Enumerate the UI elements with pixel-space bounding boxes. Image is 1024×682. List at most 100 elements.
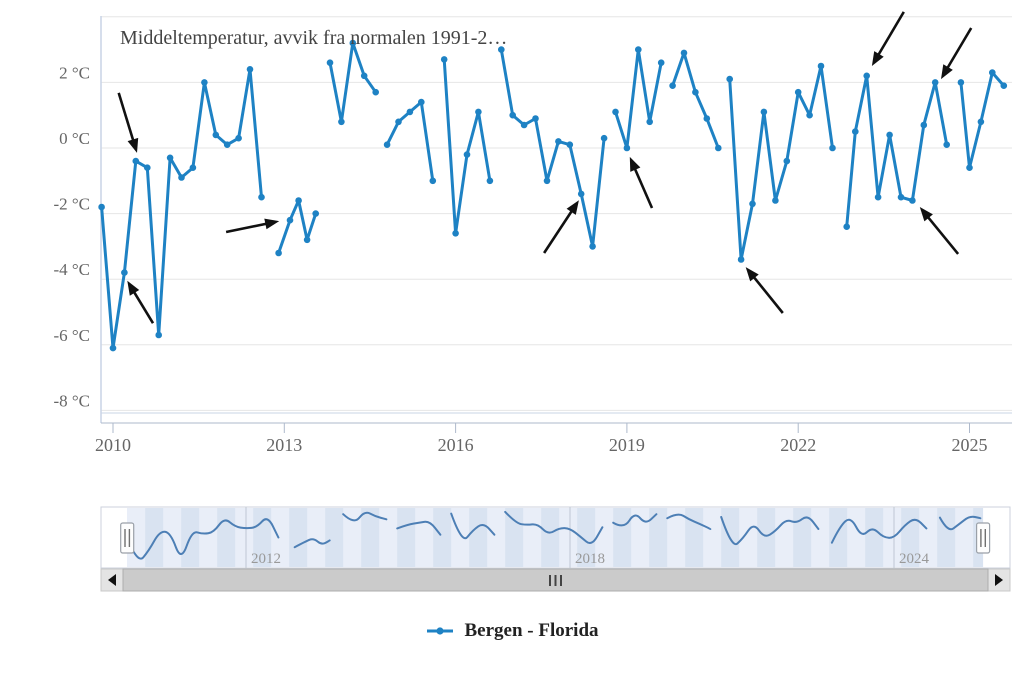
data-point-marker[interactable] [589,243,596,250]
data-point-marker[interactable] [657,59,665,66]
data-point-marker[interactable] [817,62,825,70]
data-point-marker[interactable] [897,193,905,201]
data-point-marker[interactable] [635,46,642,53]
data-point-marker[interactable] [520,121,528,129]
data-point-marker[interactable] [486,177,494,185]
data-point-marker[interactable] [132,157,140,165]
data-point-marker[interactable] [258,193,265,201]
data-point-marker[interactable] [977,118,985,126]
data-point-marker[interactable] [189,164,197,171]
data-point-marker[interactable] [109,344,117,352]
data-point-marker[interactable] [726,75,733,83]
data-point-marker[interactable] [806,111,813,119]
data-point-marker[interactable] [418,98,425,106]
data-point-marker[interactable] [600,134,608,142]
data-point-marker[interactable] [532,115,539,122]
data-point-marker[interactable] [852,128,859,135]
series-line[interactable] [728,64,834,261]
data-point-marker[interactable] [201,79,208,86]
data-point-marker[interactable] [121,269,128,276]
x-axis-label: 2010 [95,435,131,455]
navigator-series-line [450,512,496,540]
data-point-marker[interactable] [312,210,320,217]
navigator-stripe [739,508,758,567]
series-bergen-florida[interactable] [98,39,1008,352]
navigator-series-line [830,518,928,544]
data-point-marker[interactable] [943,141,950,148]
annotation-arrow-head [566,200,579,215]
data-point-marker[interactable] [235,134,242,142]
data-point-marker[interactable] [737,256,745,263]
series-line[interactable] [845,74,949,229]
data-point-marker[interactable] [623,144,631,152]
data-point-marker[interactable] [794,88,802,96]
data-point-marker[interactable] [166,154,174,162]
data-point-marker[interactable] [295,197,302,204]
series-line[interactable] [499,48,606,248]
legend-label: Bergen - Florida [464,620,599,641]
data-point-marker[interactable] [303,236,311,244]
data-point-marker[interactable] [692,88,699,96]
data-point-marker[interactable] [178,174,185,181]
data-point-marker[interactable] [703,115,711,122]
data-point-marker[interactable] [931,79,939,86]
data-point-marker[interactable] [760,108,768,116]
data-point-marker[interactable] [874,193,882,201]
data-point-marker[interactable] [989,69,996,76]
data-point-marker[interactable] [920,121,928,129]
data-point-marker[interactable] [395,118,402,126]
data-point-marker[interactable] [966,164,973,171]
handle-grip-box[interactable] [120,522,135,554]
data-point-marker[interactable] [843,223,850,230]
legend-item-bergen-florida[interactable]: Bergen - Florida [425,620,599,642]
highcharts-stock-chart: 2 °C 0 °C -2 °C -4 °C -6 °C -8 °C 2010 2013 2016… [53,11,1012,592]
data-point-marker[interactable] [577,190,585,198]
data-point-marker[interactable] [275,249,282,257]
data-point-marker[interactable] [406,108,414,116]
navigator-handle-right[interactable] [975,522,991,554]
data-point-marker[interactable] [155,331,162,339]
data-point-marker[interactable] [555,138,562,145]
data-point-marker[interactable] [863,72,870,80]
data-point-marker[interactable] [223,141,231,148]
data-point-marker[interactable] [543,177,551,185]
data-point-marker[interactable] [909,197,916,204]
data-point-marker[interactable] [383,141,391,148]
data-point-marker[interactable] [372,88,380,96]
data-point-marker[interactable] [463,151,471,158]
data-point-marker[interactable] [144,164,151,171]
data-point-marker[interactable] [429,177,437,185]
data-point-marker[interactable] [566,141,574,148]
data-point-marker[interactable] [957,79,965,86]
data-point-marker[interactable] [749,200,756,208]
data-point-marker[interactable] [212,131,220,139]
data-point-marker[interactable] [612,108,619,116]
data-point-marker[interactable] [783,157,791,165]
navigator-selected-range[interactable] [127,508,984,567]
data-point-marker[interactable] [669,82,676,89]
data-point-marker[interactable] [326,59,334,66]
data-point-marker[interactable] [360,72,368,80]
data-point-marker[interactable] [772,197,779,204]
data-point-marker[interactable] [680,49,688,57]
annotation-arrow-head [871,51,884,66]
data-point-marker[interactable] [440,56,448,63]
data-point-marker[interactable] [646,118,653,126]
data-point-marker[interactable] [886,131,893,139]
data-point-marker[interactable] [338,118,345,126]
data-point-marker[interactable] [1000,82,1008,89]
data-point-marker[interactable] [246,66,254,73]
data-point-marker[interactable] [286,216,294,224]
data-point-marker[interactable] [98,203,105,211]
annotation-arrow-shaft [750,273,784,314]
data-point-marker[interactable] [349,39,357,47]
plot-area[interactable] [101,16,1012,413]
navigator-handle-left[interactable] [120,522,135,554]
data-point-marker[interactable] [829,144,836,152]
data-point-marker[interactable] [498,46,505,53]
data-point-marker[interactable] [475,108,482,116]
data-point-marker[interactable] [509,111,516,119]
data-point-marker[interactable] [452,230,459,237]
handle-grip-box[interactable] [975,522,991,554]
data-point-marker[interactable] [715,144,722,152]
